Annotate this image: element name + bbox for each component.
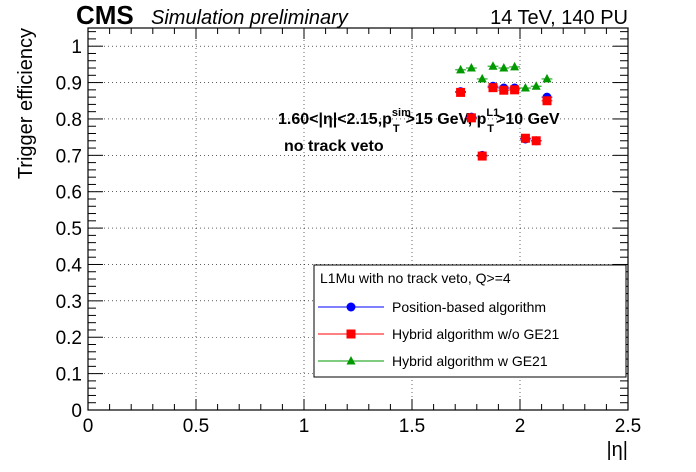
- x-tick-label: 2.5: [615, 416, 641, 437]
- data-point: [456, 87, 466, 97]
- annotation-l1-sup: L1: [486, 107, 499, 119]
- data-point: [477, 151, 487, 161]
- legend-marker: [346, 356, 356, 365]
- legend-marker: [346, 302, 356, 312]
- y-tick-label: 1: [71, 37, 82, 58]
- annotation-mid: >15 GeV, p: [406, 111, 487, 128]
- y-tick-label: 0.2: [56, 328, 82, 349]
- data-point: [542, 96, 552, 106]
- annotation-t-sub-1: T: [393, 123, 400, 135]
- selection-annotation: 1.60<|η|<2.15,psim T>15 GeV, pL1 T>10 GeV: [278, 107, 560, 135]
- y-tick-label: 0.6: [56, 183, 82, 204]
- y-tick-label: 0.8: [56, 110, 82, 131]
- data-point: [477, 73, 487, 83]
- x-axis-title: |η|: [606, 439, 628, 461]
- status-label: Simulation preliminary: [151, 7, 349, 29]
- data-point: [456, 64, 466, 74]
- data-point: [466, 63, 476, 72]
- annotation-sim-sup: sim: [392, 107, 411, 119]
- legend-entry-label: Hybrid algorithm w/o GE21: [392, 326, 560, 342]
- data-point: [488, 61, 498, 70]
- x-tick-label: 0.5: [183, 416, 209, 437]
- legend-marker: [346, 329, 356, 339]
- annotation-line-2: no track veto: [284, 138, 384, 155]
- x-tick-label: 2: [515, 416, 526, 437]
- legend-title: L1Mu with no track veto, Q>=4: [320, 270, 511, 286]
- legend-box: [313, 264, 627, 378]
- data-point: [531, 136, 541, 146]
- data-markers: [455, 61, 553, 161]
- legend: L1Mu with no track veto, Q>=4 Position-b…: [313, 264, 627, 378]
- legend-entries: Position-based algorithm Hybrid algorithm…: [318, 299, 560, 369]
- y-tick-label: 0.1: [56, 365, 82, 386]
- data-point: [531, 81, 541, 90]
- y-axis-title: Trigger efficiency: [15, 28, 37, 179]
- conditions-label: 14 TeV, 140 PU: [490, 7, 628, 29]
- x-tick-label: 1.5: [399, 416, 425, 437]
- data-point: [466, 113, 476, 123]
- y-tick-label: 0.4: [56, 255, 83, 276]
- data-point: [520, 133, 530, 143]
- data-point: [520, 83, 530, 92]
- y-tick-label: 0.3: [56, 292, 82, 313]
- x-tick-label: 1: [299, 416, 310, 437]
- data-point: [510, 85, 520, 95]
- data-point: [488, 83, 498, 93]
- annotation-prefix: 1.60<|η|<2.15,p: [278, 111, 392, 128]
- data-point: [499, 63, 509, 72]
- plot-frame: [87, 27, 629, 411]
- legend-entry-label: Position-based algorithm: [392, 299, 546, 315]
- annotation-t-sub-2: T: [487, 123, 494, 135]
- legend-entry-label: Hybrid algorithm w GE21: [392, 353, 548, 369]
- y-tick-label: 0.9: [56, 74, 82, 95]
- data-point: [510, 61, 520, 71]
- axis-tick-labels: 0 0.5 1 1.5 2 2.5 0 0.1 0.2 0.3 0.4 0.5 0.6 0.7 0.8 0.9…: [56, 37, 642, 437]
- y-tick-label: 0.7: [56, 146, 82, 167]
- x-tick-label: 0: [83, 416, 94, 437]
- y-tick-label: 0: [71, 401, 82, 422]
- data-point: [542, 73, 552, 83]
- y-tick-label: 0.5: [56, 219, 82, 240]
- data-point: [499, 85, 509, 95]
- cms-label: CMS: [76, 0, 134, 30]
- annotation-suffix: >10 GeV: [496, 111, 560, 128]
